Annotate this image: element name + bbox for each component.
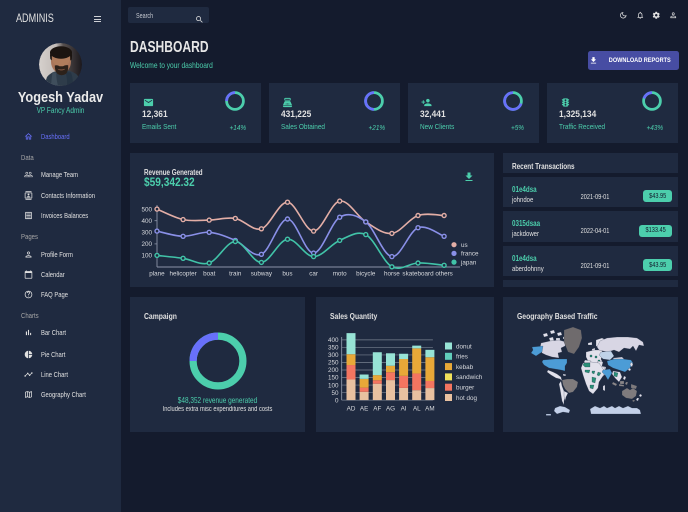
svg-text:AM: AM [425,406,434,413]
svg-text:car: car [309,271,318,278]
svg-text:japan: japan [460,259,477,266]
svg-text:us: us [461,242,468,249]
svg-text:200: 200 [141,241,152,248]
svg-text:AF: AF [373,406,381,413]
svg-text:AI: AI [401,406,407,413]
svg-text:helicopter: helicopter [169,271,196,278]
svg-text:bicycle: bicycle [356,271,376,278]
svg-text:subway: subway [251,271,273,278]
svg-text:kebab: kebab [456,364,474,371]
svg-text:100: 100 [141,253,152,260]
svg-text:others: others [435,271,453,278]
svg-text:plane: plane [149,271,165,278]
svg-text:fries: fries [456,354,468,361]
svg-text:horse: horse [384,271,400,278]
svg-text:400: 400 [141,218,152,225]
svg-text:300: 300 [141,230,152,237]
svg-text:500: 500 [141,206,152,213]
svg-text:boat: boat [203,271,216,278]
svg-text:burger: burger [456,385,474,392]
svg-text:100: 100 [328,382,339,389]
svg-text:moto: moto [333,271,347,278]
svg-text:250: 250 [328,360,339,367]
svg-text:AE: AE [360,406,368,413]
svg-text:skateboard: skateboard [402,271,434,278]
svg-text:150: 150 [328,375,339,382]
svg-text:hot dog: hot dog [456,395,478,402]
svg-text:50: 50 [331,390,339,397]
svg-text:200: 200 [328,367,339,374]
svg-text:france: france [461,251,479,258]
svg-text:0: 0 [335,397,339,404]
svg-text:AL: AL [413,406,421,413]
svg-text:sandwich: sandwich [456,374,483,381]
svg-text:300: 300 [328,352,339,359]
svg-text:AG: AG [386,406,395,413]
svg-text:bus: bus [282,271,292,278]
svg-text:donut: donut [456,343,472,350]
svg-text:350: 350 [328,345,339,352]
svg-text:AD: AD [347,406,356,413]
svg-text:400: 400 [328,337,339,344]
svg-text:train: train [229,271,242,278]
